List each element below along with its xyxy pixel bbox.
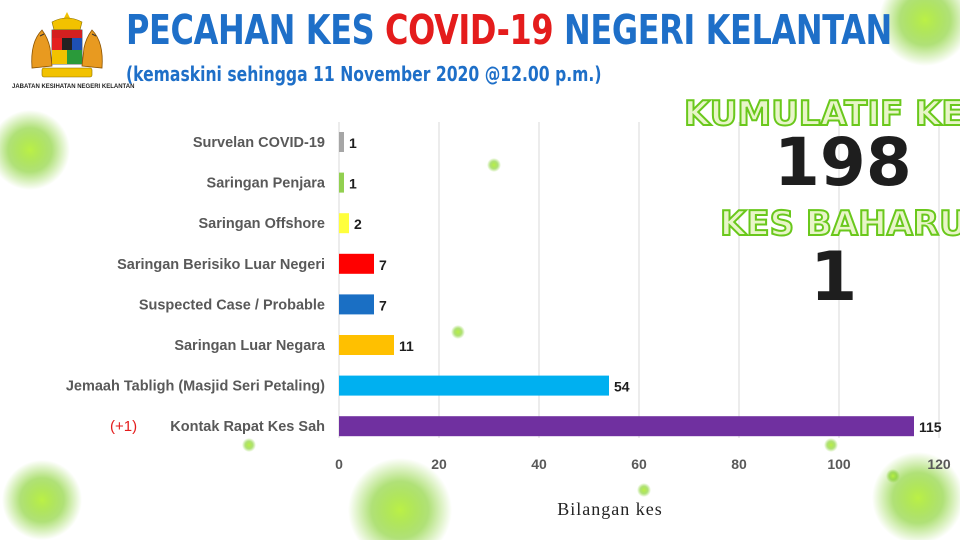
- category-label: Saringan Penjara: [207, 176, 326, 192]
- x-tick-label: 120: [927, 456, 951, 472]
- bar: [339, 172, 344, 193]
- data-label: 2: [354, 216, 362, 232]
- data-label: 11: [399, 338, 414, 354]
- new-cases-value: 1: [810, 238, 858, 317]
- data-label: 54: [614, 379, 630, 395]
- virus-blob: [886, 469, 900, 483]
- category-label: Survelan COVID-19: [193, 135, 325, 151]
- x-axis-title: Bilangan kes: [557, 499, 662, 519]
- category-label: Jemaah Tabligh (Masjid Seri Petaling): [66, 379, 325, 395]
- bar: [339, 375, 609, 396]
- data-label: 1: [349, 176, 357, 192]
- category-label: Kontak Rapat Kes Sah: [170, 419, 325, 435]
- new-cases-label: KES BAHARU: [719, 203, 960, 245]
- bar: [339, 294, 374, 315]
- virus-blob: [487, 158, 501, 172]
- page-title: PECAHAN KES COVID-19 NEGERI KELANTAN: [126, 6, 892, 54]
- virus-blob: [348, 458, 452, 540]
- category-label: Saringan Berisiko Luar Negeri: [117, 257, 325, 273]
- data-label: 1: [349, 135, 357, 151]
- category-label: Saringan Luar Negara: [174, 338, 326, 354]
- x-tick-label: 100: [827, 456, 851, 472]
- title-part-2: COVID-19: [385, 6, 554, 54]
- virus-blob: [242, 438, 256, 452]
- category-label: Suspected Case / Probable: [139, 297, 325, 313]
- logo-caption: JABATAN KESIHATAN NEGERI KELANTAN: [12, 84, 135, 90]
- bar: [339, 416, 914, 437]
- virus-blob: [637, 483, 651, 497]
- x-tick-label: 0: [335, 456, 343, 472]
- title-part-3: NEGERI KELANTAN: [553, 6, 892, 54]
- category-label: Saringan Offshore: [199, 216, 326, 232]
- x-tick-label: 80: [731, 456, 747, 472]
- x-tick-label: 40: [531, 456, 547, 472]
- x-tick-label: 60: [631, 456, 647, 472]
- data-label: 7: [379, 297, 387, 313]
- bar: [339, 253, 374, 274]
- virus-blob: [2, 460, 82, 540]
- category-annotation: (+1): [110, 418, 137, 435]
- cumulative-cases-label: KUMULATIF KES: [683, 93, 960, 135]
- update-subtitle: (kemaskini sehingga 11 November 2020 @12…: [126, 62, 602, 86]
- x-tick-label: 20: [431, 456, 447, 472]
- title-part-1: PECAHAN KES: [126, 6, 386, 54]
- virus-blob: [824, 438, 838, 452]
- virus-blob: [879, 0, 960, 66]
- cumulative-cases-value: 198: [774, 124, 912, 201]
- bar: [339, 335, 394, 355]
- bar: [339, 213, 349, 234]
- virus-blob: [451, 325, 465, 339]
- malaysia-coat-of-arms-icon: [31, 12, 103, 78]
- data-label: 115: [919, 419, 942, 435]
- data-label: 7: [379, 257, 387, 273]
- bar: [339, 132, 344, 152]
- virus-blob: [0, 110, 70, 190]
